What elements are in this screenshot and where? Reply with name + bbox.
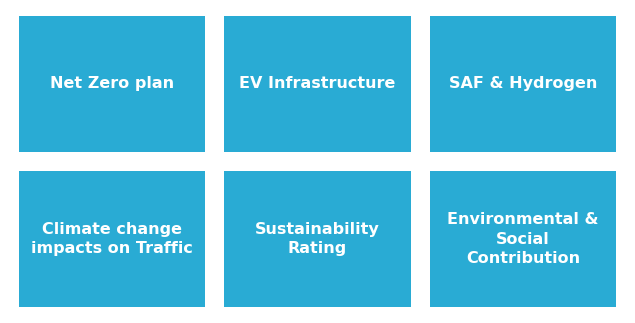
- Text: Climate change
impacts on Traffic: Climate change impacts on Traffic: [31, 222, 193, 256]
- Bar: [224, 171, 411, 307]
- Bar: [19, 171, 205, 307]
- Bar: [19, 16, 205, 152]
- Text: Net Zero plan: Net Zero plan: [50, 77, 174, 91]
- Text: Sustainability
Rating: Sustainability Rating: [255, 222, 380, 256]
- Bar: [224, 16, 411, 152]
- Bar: [430, 171, 616, 307]
- Text: EV Infrastructure: EV Infrastructure: [239, 77, 396, 91]
- Text: Environmental &
Social
Contribution: Environmental & Social Contribution: [447, 212, 599, 266]
- Bar: [430, 16, 616, 152]
- Text: SAF & Hydrogen: SAF & Hydrogen: [449, 77, 597, 91]
